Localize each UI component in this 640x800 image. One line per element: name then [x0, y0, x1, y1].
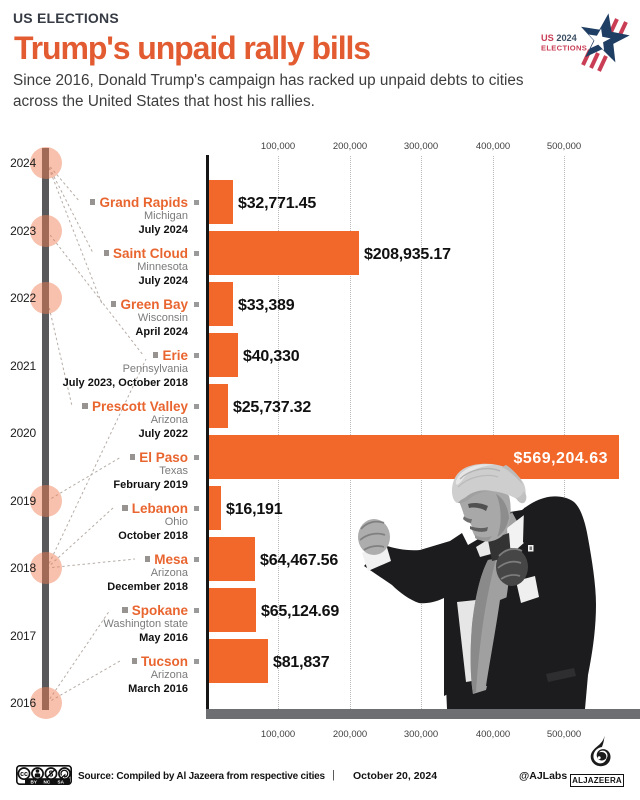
- svg-text:US 2024: US 2024: [541, 33, 578, 43]
- svg-text:BY: BY: [31, 780, 37, 785]
- svg-text:SA: SA: [58, 780, 65, 785]
- svg-text:NC: NC: [44, 780, 51, 785]
- svg-text:ELECTIONS: ELECTIONS: [541, 44, 587, 53]
- svg-text:cc: cc: [20, 771, 28, 778]
